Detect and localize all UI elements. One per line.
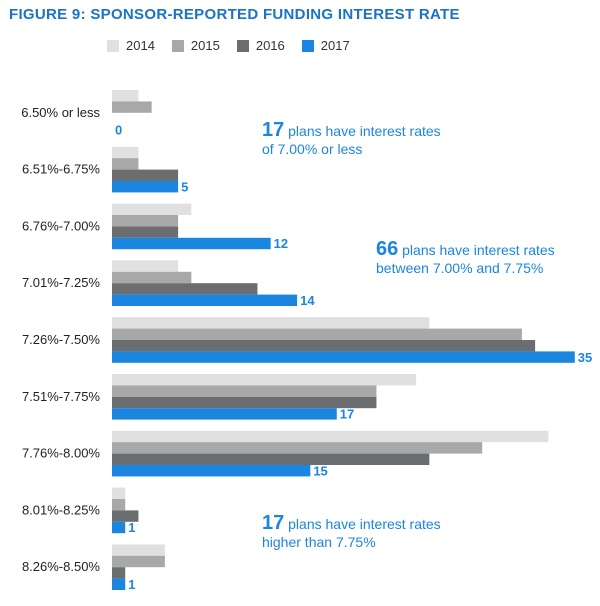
bar-2015 [112,385,377,397]
bar-2016 [112,453,430,465]
legend-label-2016: 2016 [255,38,285,53]
annotation-low-rates-number: 17 [262,119,285,141]
bar-2015 [112,158,139,170]
bar-2017 [112,181,179,193]
category-group: 6.50% or less 0 [21,90,152,138]
category-label: 8.01%-8.25% [22,502,100,517]
legend-swatch-2014 [107,39,119,52]
bar-2016 [112,283,258,295]
bar-2014 [112,544,165,556]
annotation-mid-rates: 66 plans have interest rates between 7.0… [376,238,555,277]
bar-2015 [112,271,192,284]
bar-2016 [112,396,377,409]
annotation-high-rates-line1: plans have interest rates [288,516,441,532]
category-group: 8.01%-8.25% 1 [22,487,139,535]
legend-swatch-2017 [301,39,314,52]
bar-2014 [112,487,126,499]
annotation-high-rates-number: 17 [262,512,285,534]
bar-2015 [112,101,152,113]
bar-2015 [112,215,179,227]
category-group: 6.51%-6.75% 5 [22,146,188,194]
category-group: 7.51%-7.75% 17 [22,374,417,422]
data-label-2017: 5 [181,179,188,194]
bar-2014 [112,260,179,272]
category-group: 7.76%-8.00% 15 [22,430,549,478]
legend-item-2014: 2014 [107,38,155,53]
bar-2015 [112,499,126,511]
data-label-2017: 1 [128,577,135,592]
annotation-mid-rates-number: 66 [376,238,399,260]
bar-2014 [112,430,549,443]
category-label: 6.50% or less [21,105,100,120]
bar-2017 [112,237,271,250]
bar-2014 [112,317,430,329]
bar-2016 [112,340,536,352]
bar-2014 [112,374,417,386]
data-label-2017: 12 [274,236,288,251]
data-label-2017: 17 [340,407,354,422]
data-label-2017: 14 [300,293,315,308]
category-group: 8.26%-8.50% 1 [22,544,165,592]
legend-item-2015: 2015 [171,38,220,53]
bar-2014 [112,146,139,159]
legend-label-2015: 2015 [190,38,220,53]
annotation-high-rates-line2: higher than 7.75% [262,534,376,550]
category-group: 6.76%-7.00% 12 [22,203,288,251]
bar-2016 [112,510,139,522]
category-group: 7.01%-7.25% 14 [22,260,315,308]
annotation-high-rates: 17 plans have interest rates higher than… [262,512,441,551]
data-label-2017: 15 [313,463,327,478]
bar-2014 [112,203,192,215]
bar-2017 [112,521,126,534]
legend-swatch-2015 [171,39,184,52]
bar-2015 [112,328,522,340]
category-label: 7.51%-7.75% [22,389,100,404]
legend-label-2014: 2014 [126,38,155,53]
legend-swatch-2016 [236,39,249,52]
category-label: 7.01%-7.25% [22,275,100,290]
chart-title: FIGURE 9: SPONSOR-REPORTED FUNDING INTER… [9,6,460,23]
bar-2017 [112,408,337,420]
annotation-mid-rates-line2: between 7.00% and 7.75% [376,260,544,276]
chart-legend: 2014 2015 2016 2017 [107,38,367,53]
legend-item-2017: 2017 [301,38,350,53]
category-label: 8.26%-8.50% [22,559,100,574]
bar-2017 [112,465,311,477]
bar-2014 [112,90,139,102]
bar-2017 [112,578,126,590]
annotation-mid-rates-line1: plans have interest rates [402,242,555,258]
category-label: 6.51%-6.75% [22,162,100,177]
category-group: 7.26%-7.50% 35 [22,317,592,365]
annotation-low-rates-line1: plans have interest rates [288,123,441,139]
annotation-low-rates: 17 plans have interest rates of 7.00% or… [262,119,441,158]
bar-2015 [112,442,483,454]
bar-2017 [112,294,298,306]
annotation-low-rates-line2: of 7.00% or less [262,141,363,157]
bar-2016 [112,567,126,579]
bar-2015 [112,555,165,568]
data-label-2017: 1 [128,520,135,535]
category-label: 7.76%-8.00% [22,446,100,461]
bar-2016 [112,169,179,181]
bar-2016 [112,226,179,238]
category-label: 7.26%-7.50% [22,332,100,347]
legend-item-2016: 2016 [236,38,285,53]
bar-2017 [112,351,575,363]
data-label-2017: 35 [578,350,592,365]
category-label: 6.76%-7.00% [22,218,100,233]
legend-label-2017: 2017 [320,38,350,53]
data-label-2017: 0 [115,123,122,138]
